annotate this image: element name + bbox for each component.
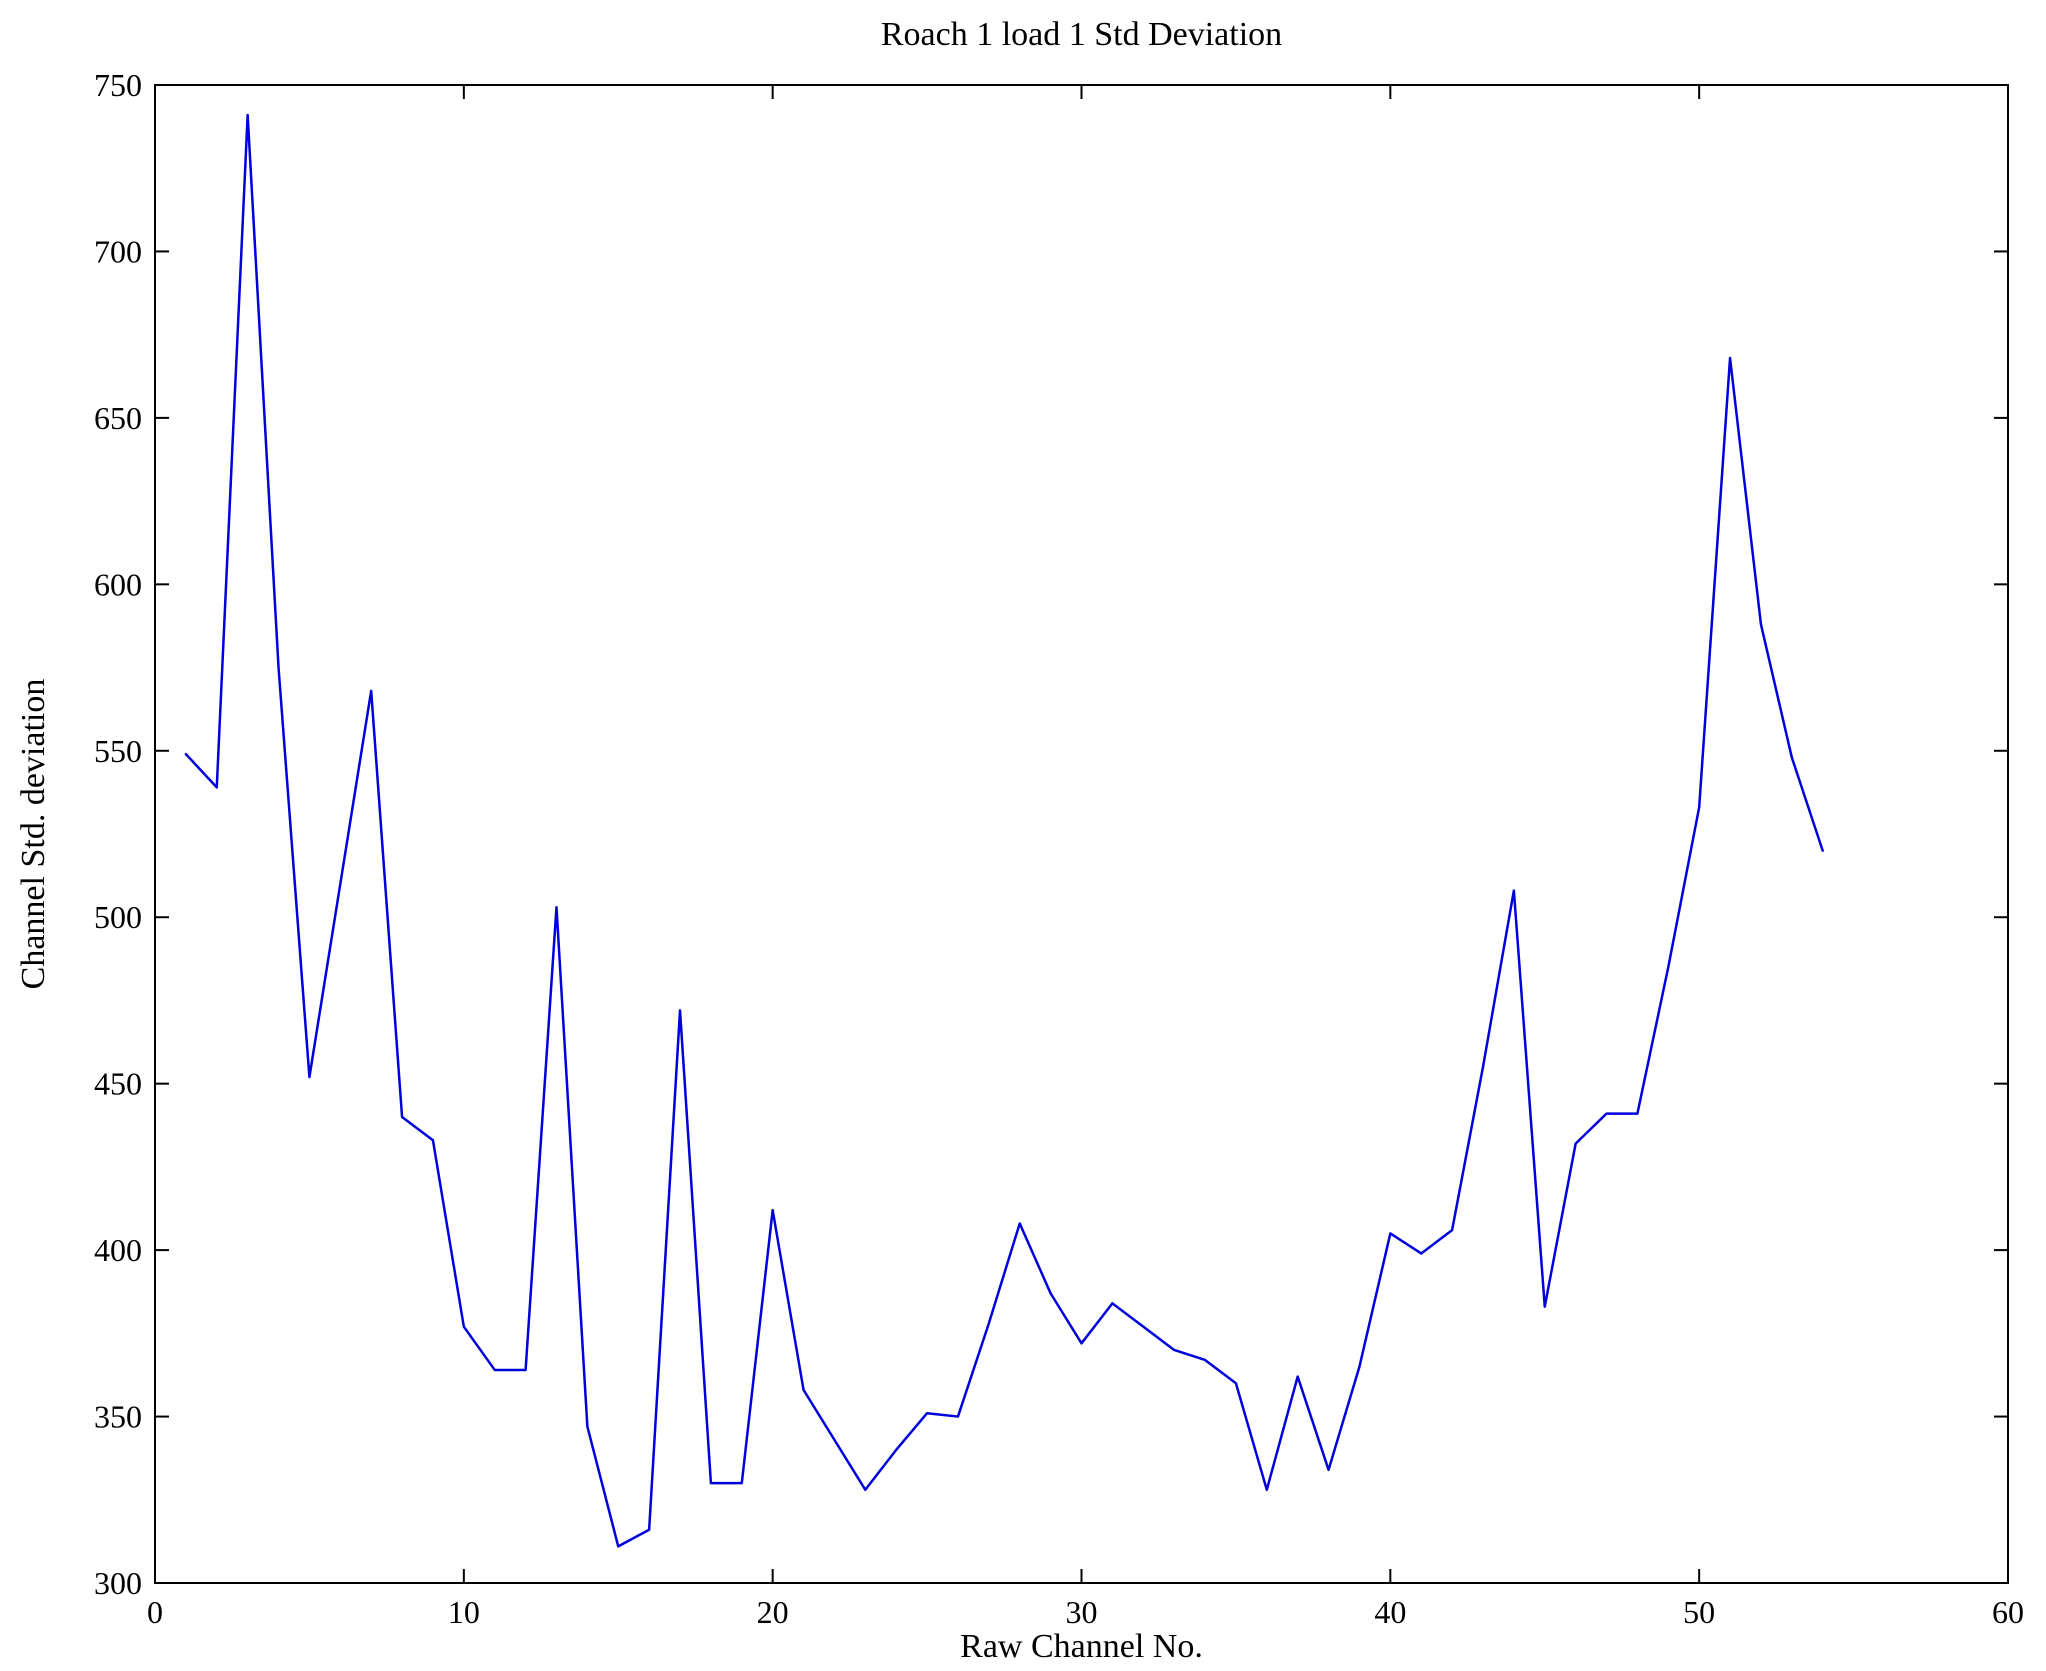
- y-tick-label: 750: [94, 67, 142, 103]
- axes-box: [154, 84, 2009, 1584]
- y-tick-label: 350: [94, 1399, 142, 1435]
- y-tick-label: 650: [94, 400, 142, 436]
- x-axis-label: Raw Channel No.: [960, 1628, 1203, 1665]
- x-tick-label: 30: [1066, 1594, 1098, 1630]
- chart-title: Roach 1 load 1 Std Deviation: [880, 16, 1283, 53]
- x-tick-label: 60: [1992, 1594, 2024, 1630]
- x-tick-label: 20: [757, 1594, 789, 1630]
- data-series-line: [184, 113, 1824, 1548]
- y-tick-label: 500: [94, 899, 142, 935]
- y-tick-label: 300: [94, 1565, 142, 1601]
- y-tick-label: 700: [94, 233, 142, 269]
- x-tick-label: 40: [1374, 1594, 1406, 1630]
- y-tick-label: 400: [94, 1232, 142, 1268]
- x-tick-label: 50: [1683, 1594, 1715, 1630]
- y-tick-label: 550: [94, 733, 142, 769]
- y-tick-label: 450: [94, 1066, 142, 1102]
- x-tick-label: 0: [147, 1594, 163, 1630]
- y-tick-label: 600: [94, 566, 142, 602]
- x-tick-label: 10: [448, 1594, 480, 1630]
